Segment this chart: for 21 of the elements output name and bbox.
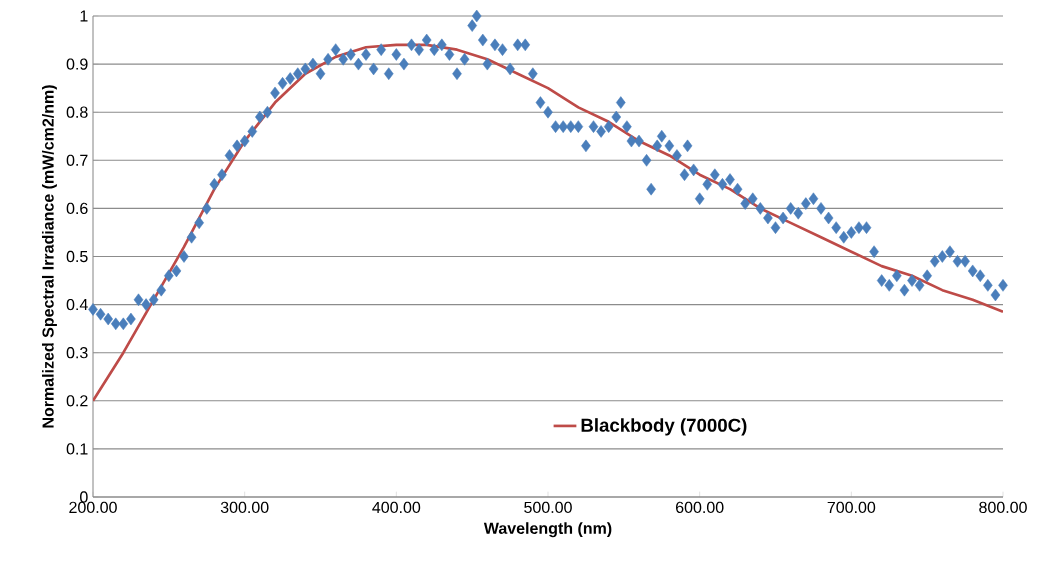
y-axis-title: Normalized Spectral Irradiance (mW/cm2/nm) (41, 85, 57, 428)
x-tick-label: 700.00 (827, 501, 876, 514)
y-tick-label: 0.1 (66, 443, 88, 455)
y-tick-label: 0.7 (66, 154, 88, 166)
y-tick-label: 0.2 (66, 395, 88, 407)
x-tick-label: 600.00 (676, 501, 724, 514)
x-axis-title: Wavelength (nm) (483, 522, 612, 538)
y-tick-label: 0.9 (66, 58, 88, 70)
x-tick-label: 200.00 (69, 501, 117, 514)
y-tick-label: 0 (80, 491, 88, 503)
x-tick-label: 800.00 (979, 501, 1027, 514)
x-tick-label: 500.00 (524, 501, 572, 514)
y-tick-label: 1 (80, 10, 88, 22)
x-tick-label: 400.00 (372, 501, 421, 514)
legend-label: Blackbody (7000C) (581, 418, 747, 436)
y-tick-label: 0.3 (66, 347, 88, 359)
y-tick-label: 0.6 (66, 202, 88, 215)
y-tick-label: 0.5 (66, 250, 88, 263)
y-tick-label: 0.8 (66, 106, 88, 118)
x-tick-label: 300.00 (220, 501, 269, 514)
y-tick-label: 0.4 (66, 298, 88, 311)
